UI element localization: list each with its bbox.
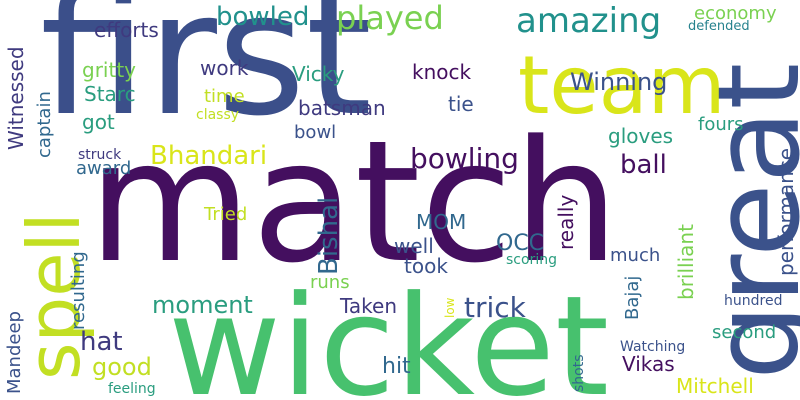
word-match: match (88, 104, 620, 300)
word-played: played (336, 0, 444, 37)
word-trick: trick (464, 291, 526, 324)
word-mandeep: Mandeep (4, 311, 25, 394)
word-amazing: amazing (516, 1, 662, 41)
word-well: well (394, 234, 434, 258)
word-much: much (610, 245, 661, 266)
word-fours: fours (698, 114, 744, 135)
word-bhandari: Bhandari (150, 141, 268, 171)
word-scoring: scoring (506, 252, 557, 268)
word-tried: Tried (204, 204, 248, 225)
word-struck: struck (78, 147, 122, 163)
word-hit: hit (382, 354, 411, 379)
word-tie: tie (448, 92, 474, 116)
word-wicket: wicket (168, 266, 610, 400)
word-ball: ball (620, 150, 667, 180)
word-resulting: resulting (68, 251, 89, 330)
word-taken: Taken (340, 294, 398, 318)
word-shots: shots (571, 354, 587, 392)
word-second: second (712, 322, 777, 343)
word-feeling: feeling (108, 381, 156, 397)
word-vicky: Vicky (292, 62, 345, 86)
word-good: good (92, 353, 152, 381)
word-bowl: bowl (294, 122, 337, 143)
word-runs: runs (310, 272, 350, 293)
word-bajaj: Bajaj (622, 275, 643, 320)
word-bishal: Bishal (314, 196, 344, 275)
word-hundred: hundred (724, 293, 783, 309)
word-watching: Watching (620, 339, 686, 355)
word-occ: OCC (496, 231, 545, 256)
word-took: took (404, 254, 448, 278)
word-witnessed: Witnessed (4, 46, 28, 150)
word-work: work (200, 56, 249, 80)
word-performance: performance (774, 147, 798, 276)
word-mitchell: Mitchell (676, 374, 754, 398)
word-time: time (204, 86, 245, 107)
word-classy: classy (196, 107, 240, 123)
word-award: award (76, 158, 132, 179)
word-winning: Winning (570, 68, 668, 96)
word-hat: hat (80, 327, 123, 357)
word-gloves: gloves (608, 124, 674, 148)
word-got: got (82, 110, 115, 134)
word-starc: Starc (84, 82, 136, 106)
word-bowling: bowling (410, 142, 519, 175)
word-batsman: batsman (298, 96, 386, 120)
word-efforts: efforts (94, 18, 159, 42)
word-team: team (518, 39, 726, 132)
word-moment: moment (152, 291, 253, 319)
word-first: first (40, 0, 373, 154)
word-mom: MOM (416, 210, 467, 234)
word-really: really (554, 194, 578, 250)
word-economy: economy (694, 3, 777, 24)
word-captain: captain (34, 91, 55, 158)
word-brilliant: brilliant (674, 224, 698, 300)
word-gritty: gritty (82, 58, 136, 82)
word-knock: knock (412, 60, 472, 84)
word-defended: defended (688, 19, 750, 34)
word-bowled: bowled (216, 2, 310, 32)
word-vikas: Vikas (622, 352, 675, 376)
word-low: low (443, 297, 457, 319)
